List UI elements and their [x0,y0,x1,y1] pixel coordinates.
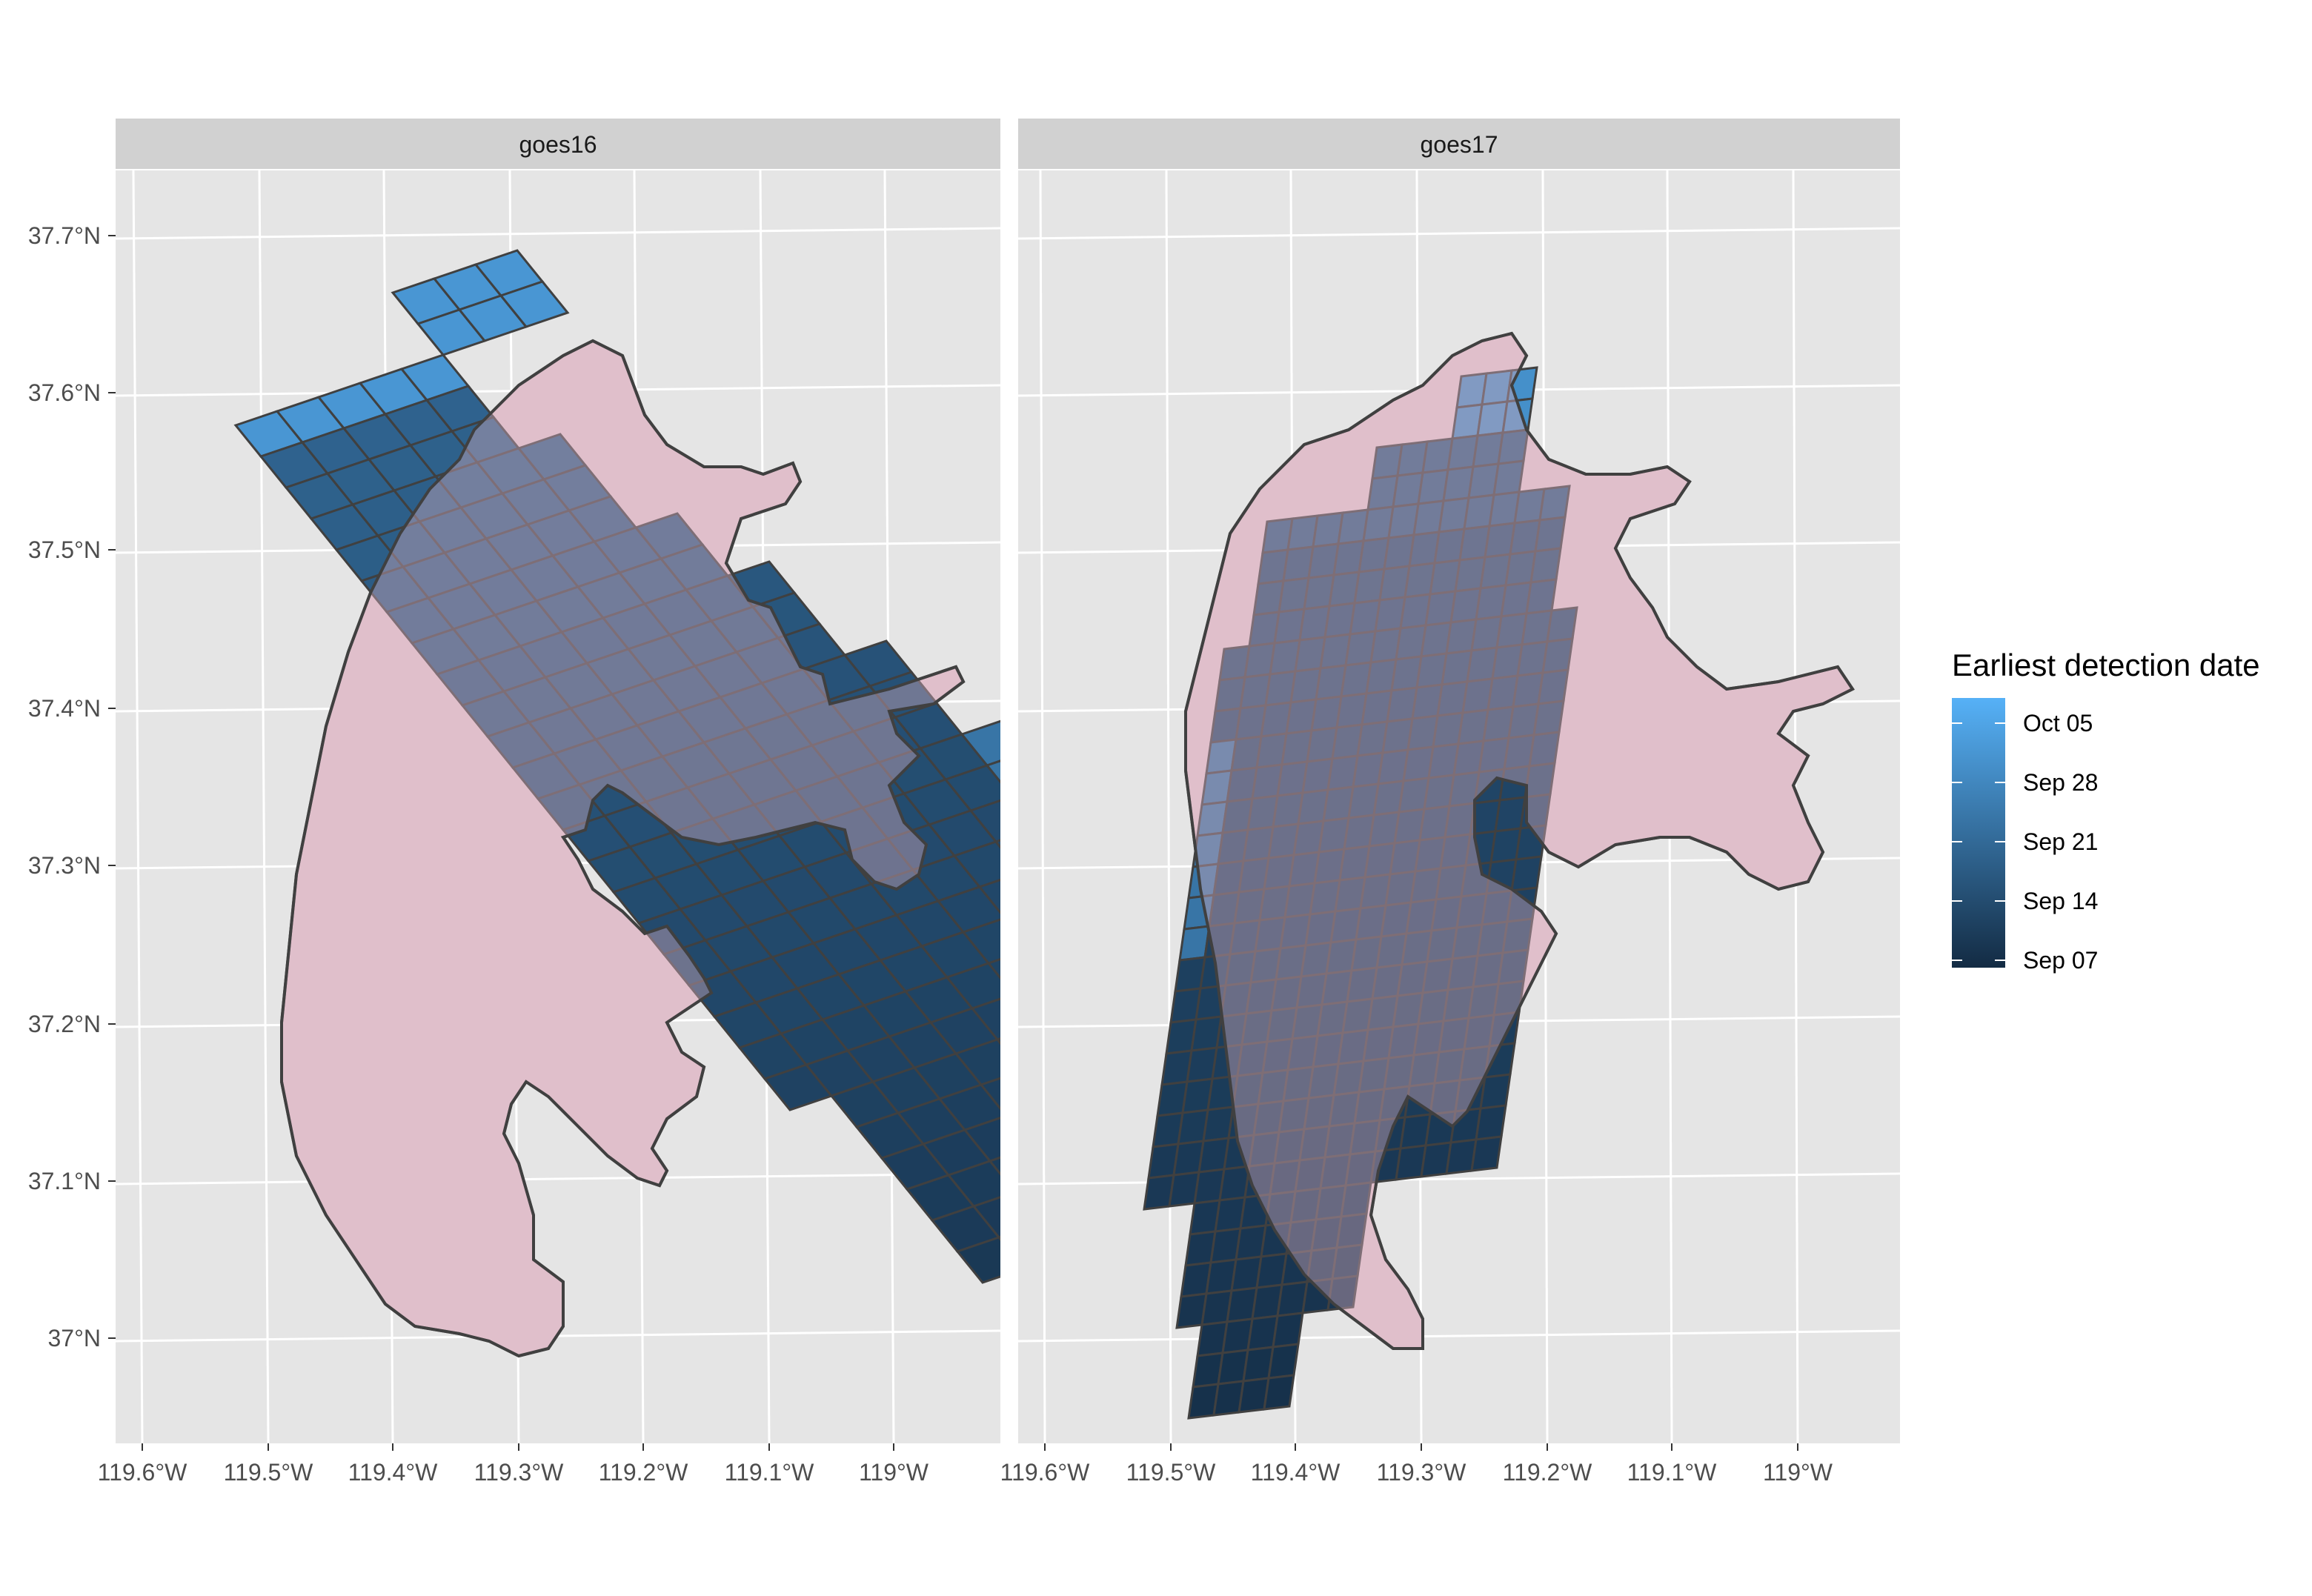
detection-goes16-cell [960,719,1000,767]
meridian-line-goes16-0 [132,170,144,1443]
detection-goes16-cell [946,1160,1000,1208]
detection-goes16-cell [936,885,1000,934]
detection-goes16-cell [979,1077,1000,1111]
x-tick-label-goes16-3: 119.3°W [474,1459,565,1486]
strip-goes17 [1018,119,1900,169]
legend-label-0: Oct 05 [2023,710,2093,737]
legend: Earliest detection date Oct 05 Sep 28 Sep … [1952,648,2260,974]
detection-goes17-cell [1510,855,1543,892]
y-tick-label-2: 37.5°N [28,536,101,563]
x-tick-label-goes17-6: 119°W [1763,1459,1833,1486]
map-layer-goes17 [1143,331,1855,1420]
parallel-line-goes16-6 [116,1172,1000,1186]
x-tick-label-goes17-1: 119.5°W [1126,1459,1217,1486]
panel-goes16: goes16 [116,119,1000,1443]
legend-label-3: Sep 14 [2023,888,2098,914]
x-tick-label-goes16-5: 119.1°W [725,1459,815,1486]
detection-goes16-cell [954,1038,1000,1086]
detection-goes16-cell [937,1083,1000,1131]
meridian-line-goes17-1 [1165,170,1172,1443]
parallel-line-goes17-7 [1018,1329,1900,1343]
detection-goes16-cell [985,759,1000,784]
meridian-line-goes17-0 [1039,170,1046,1443]
fire-perimeter-overlay-goes16 [280,339,966,1358]
detection-goes16-cell [994,839,1000,849]
x-axis-goes17: 119.6°W 119.5°W 119.4°W 119.3°W 119.2°W 119.1… [1000,1443,1833,1486]
y-tick-label-7: 37°N [48,1325,102,1351]
x-tick-label-goes17-2: 119.4°W [1251,1459,1341,1486]
y-tick-label-4: 37.3°N [28,852,101,879]
legend-title: Earliest detection date [1952,648,2260,682]
detection-goes16-cell [995,1037,1000,1045]
x-tick-label-goes17-0: 119.6°W [1000,1459,1091,1486]
x-axis-goes16: 119.6°W 119.5°W 119.4°W 119.3°W 119.2°W 119.1… [98,1443,929,1486]
x-tick-label-goes17-3: 119.3°W [1377,1459,1467,1486]
x-tick-label-goes17-5: 119.1°W [1627,1459,1718,1486]
detection-goes16-cell [961,918,1000,965]
x-tick-label-goes16-2: 119.4°W [348,1459,439,1486]
detection-goes16-cell [986,957,1000,980]
y-tick-label-1: 37.6°N [28,379,101,406]
parallel-line-goes16-0 [116,227,1000,240]
detection-goes16-cell [997,1235,1000,1241]
y-tick-label-6: 37.1°N [28,1168,101,1194]
detection-goes16-cell [969,799,1000,843]
detection-goes16-cell [945,962,1000,1010]
legend-label-2: Sep 21 [2023,828,2098,855]
strip-label-goes16: goes16 [519,131,597,158]
detection-goes16-cell [943,764,1000,812]
x-tick-label-goes16-6: 119°W [859,1459,929,1486]
x-tick-label-goes16-4: 119.2°W [599,1459,689,1486]
meridian-line-goes16-1 [258,170,270,1443]
detection-goes16-cell [963,1117,1000,1163]
x-tick-label-goes16-0: 119.6°W [98,1459,188,1486]
y-tick-label-3: 37.4°N [28,695,101,722]
detection-goes16-cell [988,1156,1000,1176]
strip-label-goes17: goes17 [1421,131,1498,158]
x-tick-label-goes16-1: 119.5°W [224,1459,314,1486]
detection-goes17-cell [1272,1311,1304,1349]
legend-label-1: Sep 28 [2023,769,2098,796]
detection-goes17-cell [1263,1374,1295,1411]
y-tick-label-5: 37.2°N [28,1011,101,1037]
x-tick-label-goes17-4: 119.2°W [1503,1459,1593,1486]
legend-colorbar [1952,698,2005,968]
detection-goes17-cell [1267,1343,1300,1380]
detection-goes16-cell [970,997,1000,1041]
y-axis: 37.7°N 37.6°N 37.5°N 37.4°N 37.3°N 37.2°N 37.1… [28,222,116,1351]
detection-goes16-cell [952,840,1000,888]
map-layer-goes16 [233,249,1000,1358]
detection-goes16-cell [977,878,1000,914]
fire-perimeter-overlay-goes17 [1184,331,1855,1350]
strip-goes16 [116,119,1000,169]
detection-goes17-cell [1479,1073,1512,1110]
panel-goes17: goes17 [1018,119,1900,1443]
detection-goes17-cell [1475,1104,1507,1141]
detection-goes16-cell [955,1236,1000,1284]
detection-goes16-cell [971,1196,1000,1239]
detection-goes16-cell [499,280,570,328]
parallel-line-goes17-0 [1018,227,1900,240]
detection-goes17-cell [1470,1135,1503,1172]
y-tick-label-0: 37.7°N [28,222,101,249]
legend-label-4: Sep 07 [2023,947,2098,974]
